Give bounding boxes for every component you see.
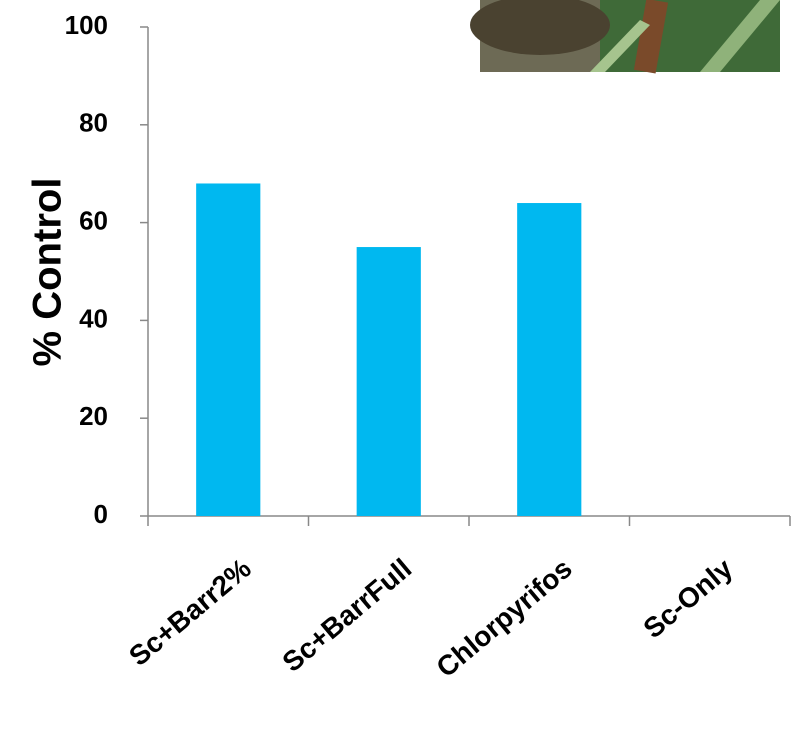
x-tick-label: Sc+BarrFull bbox=[276, 553, 417, 678]
y-tick-label: 20 bbox=[79, 401, 108, 431]
x-tick-label: Sc-Only bbox=[637, 552, 738, 644]
y-tick-label: 100 bbox=[65, 10, 108, 40]
x-tick-label: Chlorpyrifos bbox=[430, 553, 577, 684]
y-tick-label: 60 bbox=[79, 205, 108, 235]
y-tick-label: 0 bbox=[94, 499, 108, 529]
bar bbox=[356, 247, 421, 517]
y-tick-label: 80 bbox=[79, 108, 108, 138]
y-axis-label: % Control bbox=[26, 178, 70, 367]
x-tick-label: Sc+Barr2% bbox=[123, 552, 257, 671]
y-tick-label: 40 bbox=[79, 303, 108, 333]
bar bbox=[517, 203, 582, 517]
photo bbox=[470, 0, 780, 74]
bar bbox=[196, 183, 261, 517]
